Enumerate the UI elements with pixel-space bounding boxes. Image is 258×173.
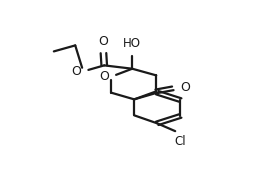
Text: Cl: Cl xyxy=(174,135,186,148)
Text: O: O xyxy=(98,35,108,48)
Text: O: O xyxy=(99,70,109,83)
Text: HO: HO xyxy=(123,37,141,50)
Text: O: O xyxy=(181,81,190,94)
Text: O: O xyxy=(71,65,81,78)
